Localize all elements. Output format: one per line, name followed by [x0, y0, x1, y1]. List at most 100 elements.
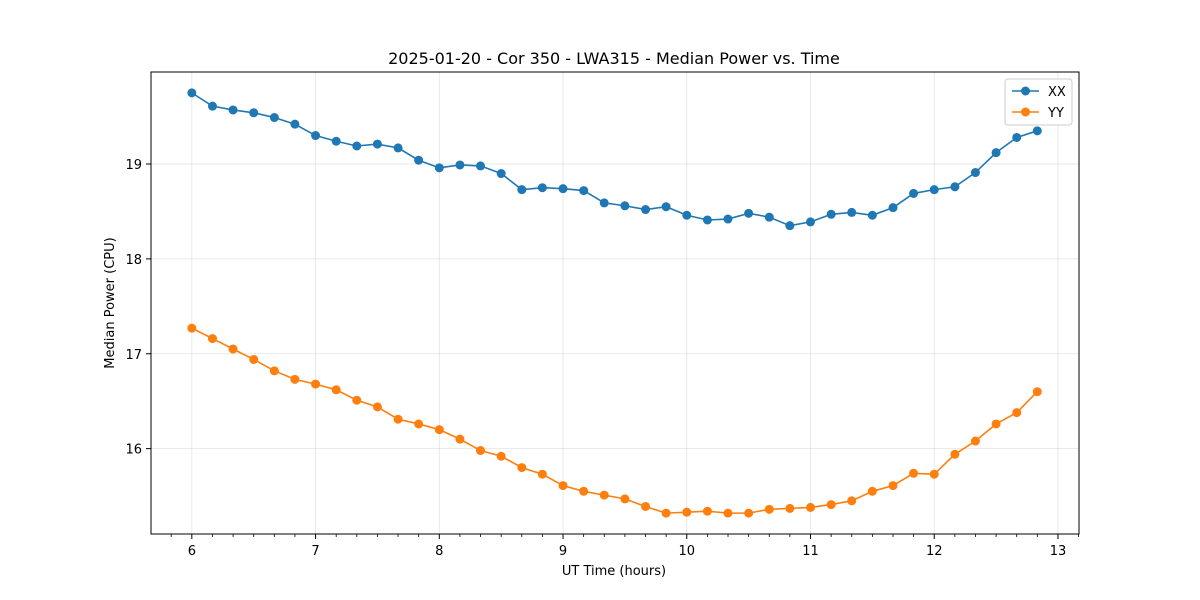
data-point-yy	[888, 481, 898, 491]
grid	[151, 72, 1079, 534]
y-axis-label: Median Power (CPU)	[103, 237, 118, 368]
data-point-xx	[207, 101, 217, 111]
data-point-yy	[682, 507, 692, 517]
data-point-xx	[641, 205, 651, 215]
data-point-yy	[249, 354, 259, 364]
x-tick-label: 11	[802, 544, 819, 559]
data-point-xx	[620, 201, 630, 211]
data-point-yy	[476, 446, 486, 456]
data-point-yy	[847, 496, 857, 506]
data-point-xx	[496, 169, 506, 179]
data-point-xx	[331, 136, 341, 146]
data-point-xx	[702, 215, 712, 225]
x-tick-label: 13	[1050, 544, 1067, 559]
data-point-xx	[661, 202, 671, 212]
data-point-yy	[723, 508, 733, 518]
x-tick-label: 6	[188, 544, 196, 559]
data-point-xx	[764, 212, 774, 222]
data-point-xx	[888, 203, 898, 213]
data-point-xx	[991, 148, 1001, 158]
data-point-yy	[929, 469, 939, 479]
data-point-yy	[1032, 387, 1042, 397]
data-point-yy	[269, 366, 279, 376]
data-point-xx	[909, 188, 919, 198]
legend-marker-yy	[1021, 107, 1030, 117]
data-point-xx	[290, 119, 300, 129]
data-point-xx	[455, 160, 465, 170]
legend: XX YY	[1004, 78, 1073, 126]
data-point-xx	[434, 163, 444, 173]
data-point-xx	[785, 221, 795, 231]
data-point-xx	[269, 113, 279, 123]
data-point-xx	[187, 88, 197, 98]
data-point-yy	[620, 494, 630, 504]
y-tick-label: 19	[125, 158, 142, 173]
legend-label-xx: XX	[1048, 85, 1066, 100]
data-point-yy	[311, 379, 321, 389]
data-point-yy	[290, 374, 300, 384]
y-tick-label: 18	[125, 253, 142, 268]
data-point-xx	[228, 105, 238, 115]
data-point-yy	[414, 419, 424, 429]
data-point-yy	[434, 425, 444, 435]
data-point-yy	[331, 385, 341, 395]
data-point-yy	[661, 508, 671, 518]
data-point-xx	[579, 186, 589, 196]
data-point-xx	[414, 155, 424, 165]
data-point-yy	[826, 500, 836, 510]
x-tick-label: 12	[926, 544, 943, 559]
plot-area-frame	[150, 71, 1080, 535]
data-point-xx	[537, 183, 547, 193]
data-point-xx	[311, 131, 321, 141]
data-point-xx	[847, 207, 857, 217]
data-point-xx	[826, 209, 836, 219]
data-point-yy	[805, 502, 815, 512]
data-point-xx	[867, 210, 877, 220]
data-point-xx	[929, 185, 939, 195]
data-point-xx	[1012, 132, 1022, 142]
data-point-yy	[764, 504, 774, 514]
y-tick-label: 17	[125, 348, 142, 363]
data-point-xx	[682, 210, 692, 220]
data-point-yy	[599, 490, 609, 500]
axes: 6 7 8 9 10 11 12 13 16 17 18 19	[125, 158, 1079, 559]
data-point-yy	[641, 501, 651, 511]
data-point-yy	[455, 434, 465, 444]
data-point-yy	[785, 503, 795, 513]
data-point-xx	[393, 143, 403, 153]
data-point-yy	[1012, 408, 1022, 418]
data-point-xx	[723, 214, 733, 224]
data-point-xx	[476, 161, 486, 171]
data-point-xx	[599, 198, 609, 208]
chart-title: 2025-01-20 - Cor 350 - LWA315 - Median P…	[388, 49, 840, 68]
data-point-xx	[744, 208, 754, 218]
data-point-xx	[558, 184, 568, 194]
x-axis-label: UT Time (hours)	[562, 564, 666, 579]
data-point-yy	[744, 508, 754, 518]
x-tick-label: 8	[435, 544, 443, 559]
data-point-yy	[187, 323, 197, 333]
data-point-yy	[702, 506, 712, 516]
data-point-yy	[970, 436, 980, 446]
legend-marker-xx	[1021, 86, 1030, 96]
data-point-xx	[249, 108, 259, 118]
series-layer	[187, 88, 1042, 518]
x-tick-label: 9	[559, 544, 567, 559]
data-point-yy	[950, 449, 960, 459]
data-point-yy	[496, 451, 506, 461]
data-point-yy	[228, 344, 238, 354]
data-point-yy	[579, 486, 589, 496]
data-point-yy	[517, 463, 527, 473]
data-point-yy	[991, 419, 1001, 429]
data-point-xx	[372, 139, 382, 149]
data-point-yy	[393, 414, 403, 424]
data-point-yy	[558, 481, 568, 491]
data-point-yy	[867, 486, 877, 496]
data-point-yy	[207, 334, 217, 344]
data-point-xx	[950, 182, 960, 192]
x-tick-label: 10	[678, 544, 695, 559]
data-point-xx	[517, 185, 527, 195]
legend-label-yy: YY	[1047, 106, 1064, 121]
